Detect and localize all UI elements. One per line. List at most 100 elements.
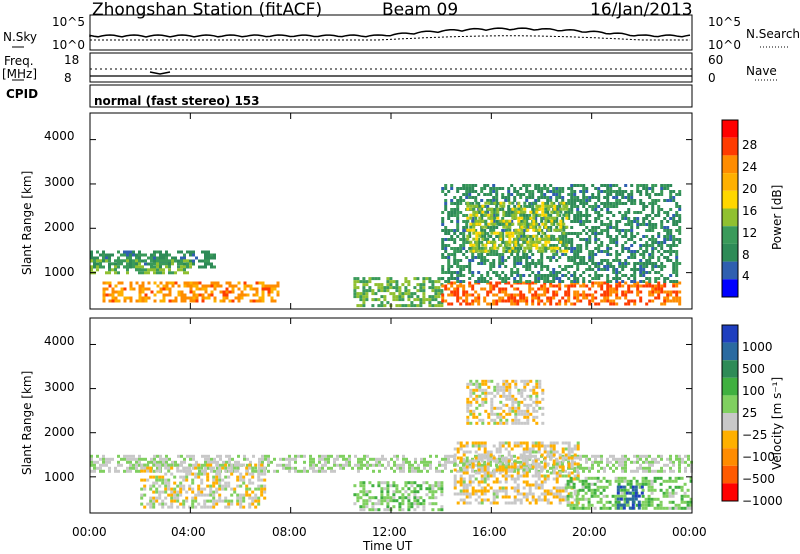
velocity-cell bbox=[465, 444, 469, 448]
power-cell bbox=[468, 271, 472, 274]
velocity-cell bbox=[487, 385, 491, 389]
power-cell bbox=[138, 293, 142, 297]
velocity-cell bbox=[558, 465, 562, 469]
power-cell bbox=[528, 235, 532, 238]
velocity-cell bbox=[469, 394, 473, 398]
power-cell bbox=[627, 250, 631, 253]
velocity-cell bbox=[456, 463, 459, 467]
power-cell bbox=[505, 246, 509, 250]
velocity-cell bbox=[365, 499, 369, 503]
velocity-cell bbox=[522, 474, 526, 478]
power-cell bbox=[546, 187, 550, 190]
power-cell bbox=[660, 220, 664, 223]
velocity-cell bbox=[465, 483, 469, 487]
velocity-cell bbox=[567, 471, 571, 475]
power-cell bbox=[615, 277, 619, 280]
velocity-cell bbox=[420, 469, 423, 473]
power-cell bbox=[168, 259, 171, 263]
power-cell bbox=[123, 250, 126, 254]
power-cbar-tick: 12 bbox=[742, 226, 758, 240]
velocity-cell bbox=[537, 444, 541, 448]
power-cell bbox=[156, 284, 160, 288]
velocity-cell bbox=[549, 466, 552, 470]
velocity-cell bbox=[492, 480, 496, 484]
power-cell bbox=[627, 217, 631, 220]
power-cell bbox=[597, 284, 601, 288]
power-cell bbox=[648, 193, 652, 196]
velocity-cell bbox=[221, 487, 225, 491]
power-cell bbox=[618, 232, 622, 235]
power-cell bbox=[368, 289, 372, 293]
power-cell bbox=[594, 247, 598, 250]
power-cell bbox=[585, 190, 589, 193]
velocity-cell bbox=[420, 460, 423, 464]
power-cell bbox=[675, 202, 679, 205]
velocity-cell bbox=[230, 472, 234, 476]
velocity-cell bbox=[588, 466, 591, 470]
power-cell bbox=[672, 299, 676, 303]
power-cell bbox=[168, 271, 171, 275]
power-cell bbox=[669, 247, 673, 250]
power-cell bbox=[654, 199, 658, 202]
velocity-cell bbox=[486, 465, 490, 469]
velocity-cell bbox=[212, 484, 216, 488]
velocity-cell bbox=[537, 447, 541, 451]
power-cell bbox=[456, 265, 460, 268]
power-cell bbox=[609, 247, 613, 250]
power-cell bbox=[651, 256, 655, 259]
power-cell bbox=[273, 299, 277, 303]
power-cell bbox=[606, 211, 610, 214]
power-cell bbox=[516, 268, 520, 271]
velocity-cell bbox=[218, 493, 222, 497]
velocity-cell bbox=[575, 476, 579, 480]
power-cell bbox=[108, 265, 111, 269]
velocity-cell bbox=[212, 505, 216, 509]
power-cell bbox=[627, 299, 631, 303]
power-cell bbox=[588, 214, 592, 217]
velocity-cell bbox=[194, 505, 198, 509]
power-cell bbox=[481, 210, 485, 214]
power-cell bbox=[576, 217, 580, 220]
velocity-cell bbox=[572, 485, 576, 489]
velocity-cell bbox=[510, 486, 514, 490]
velocity-cell bbox=[410, 481, 414, 485]
velocity-cell bbox=[612, 457, 615, 461]
velocity-cell bbox=[407, 496, 411, 500]
power-cell bbox=[624, 274, 628, 277]
velocity-cell bbox=[156, 466, 159, 470]
power-cell bbox=[597, 247, 601, 250]
power-cell bbox=[490, 207, 494, 211]
velocity-cell bbox=[471, 492, 475, 496]
velocity-cell bbox=[254, 487, 258, 491]
power-cell bbox=[477, 296, 481, 300]
power-cell bbox=[362, 283, 366, 287]
power-cell bbox=[441, 299, 445, 303]
velocity-cell bbox=[475, 382, 479, 386]
power-cell bbox=[501, 253, 505, 256]
velocity-cell bbox=[315, 463, 318, 467]
power-cell bbox=[636, 290, 640, 294]
power-cell bbox=[159, 281, 163, 285]
power-cell bbox=[434, 304, 438, 308]
velocity-cell bbox=[155, 478, 159, 482]
velocity-cell bbox=[486, 462, 490, 466]
power-cell bbox=[90, 259, 93, 263]
power-cell bbox=[544, 207, 548, 211]
power-cell bbox=[514, 243, 518, 247]
power-cell bbox=[129, 284, 133, 288]
velocity-cell bbox=[170, 505, 174, 509]
velocity-cell bbox=[466, 397, 470, 401]
velocity-cell bbox=[176, 469, 180, 473]
velocity-cell bbox=[552, 453, 556, 457]
velocity-cell bbox=[508, 391, 512, 395]
power-cell bbox=[541, 231, 545, 235]
velocity-cell bbox=[383, 499, 387, 503]
power-cell bbox=[582, 196, 586, 199]
power-cell bbox=[570, 184, 574, 187]
power-cell bbox=[537, 287, 541, 291]
velocity-cell bbox=[444, 463, 447, 467]
velocity-cell bbox=[466, 385, 470, 389]
power-cell bbox=[627, 262, 631, 265]
velocity-cell bbox=[188, 484, 192, 488]
velocity-cell bbox=[374, 496, 378, 500]
